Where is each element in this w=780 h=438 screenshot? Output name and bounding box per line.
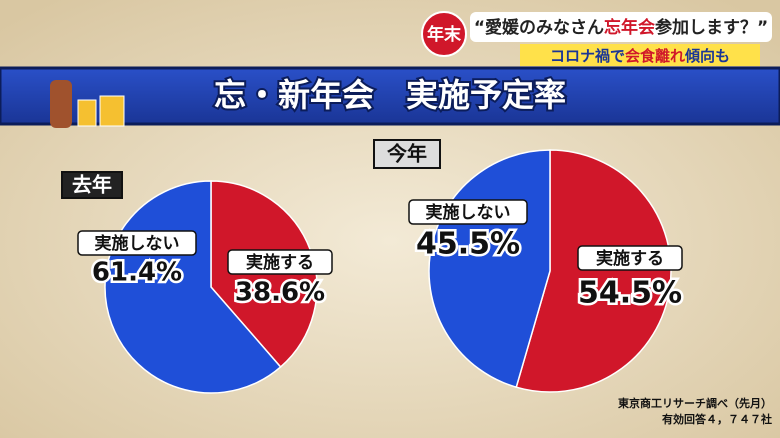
- headline-part: “愛媛のみなさん: [474, 17, 604, 38]
- value-label: 54.5%: [578, 276, 682, 311]
- value-label: 45.5%: [416, 227, 520, 262]
- label-box: [408, 199, 528, 225]
- category-label: 実施しない: [95, 233, 180, 254]
- headline-box: [470, 12, 772, 42]
- pie-title: 今年: [387, 142, 427, 166]
- value-label: 61.4%: [92, 258, 182, 288]
- subline-part: 傾向も: [684, 47, 730, 65]
- subline-part: 会食離れ: [625, 47, 685, 65]
- badge: 年末: [427, 24, 462, 45]
- source: 有効回答４，７４７社: [662, 412, 772, 426]
- headline-part: 忘年会: [604, 17, 655, 38]
- category-label: 実施しない: [426, 202, 511, 223]
- glass: [77, 99, 97, 127]
- pie-title-box: [373, 139, 441, 169]
- headline: “愛媛のみなさん忘年会参加します？”: [474, 17, 768, 38]
- headline-part: 参加します？”: [655, 17, 768, 38]
- label-box: [577, 245, 683, 271]
- category-label: 実施する: [246, 252, 314, 273]
- title: 忘・新年会 実施予定率: [214, 76, 566, 114]
- pie-slice: [515, 149, 672, 393]
- pie-title-box: [61, 171, 123, 199]
- subline-box: [520, 44, 760, 66]
- category-label: 実施する: [596, 248, 664, 269]
- title-band: [0, 66, 780, 126]
- mug: [99, 95, 125, 127]
- subline: コロナ禍で会食離れ傾向も: [550, 47, 730, 65]
- pie-title: 去年: [72, 173, 112, 197]
- bottle: [50, 80, 72, 128]
- label-box: [227, 249, 333, 275]
- label-box: [77, 230, 197, 256]
- badge-circle: [421, 11, 467, 57]
- source: 東京商工リサーチ調べ（先月）: [618, 396, 772, 410]
- subline-part: コロナ禍で: [550, 47, 625, 65]
- value-label: 38.6%: [235, 278, 325, 308]
